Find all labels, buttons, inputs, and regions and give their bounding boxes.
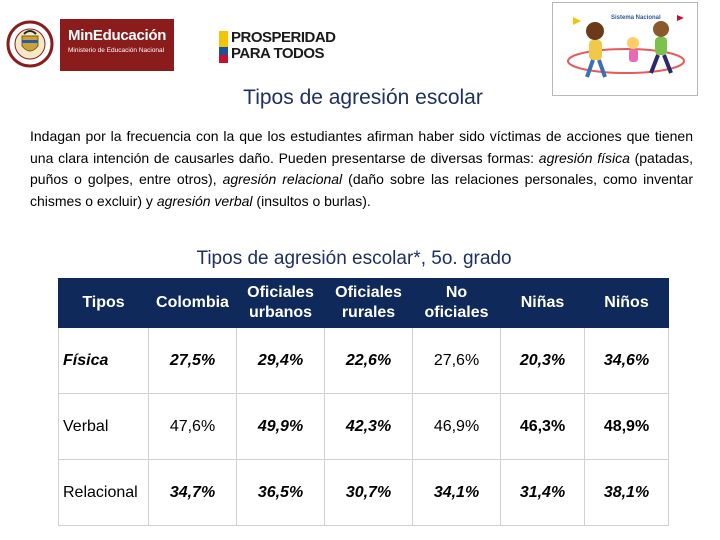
table-cell: 22,6% bbox=[324, 327, 413, 394]
header-no-oficiales: No oficiales bbox=[412, 278, 501, 328]
table-cell: 34,7% bbox=[148, 459, 237, 526]
prosperidad-logo: PROSPERIDAD PARA TODOS bbox=[219, 30, 343, 64]
aggression-table: Tipos Colombia Oficiales urbanos Oficiale… bbox=[58, 278, 669, 526]
header-tipos: Tipos bbox=[58, 278, 149, 328]
prosperidad-line1: PROSPERIDAD bbox=[231, 29, 336, 46]
header-ninas: Niñas bbox=[500, 278, 585, 328]
table-cell: 48,9% bbox=[584, 393, 669, 460]
term-agresion-verbal: agresión verbal bbox=[156, 192, 253, 209]
mineducacion-subtitle: Ministerio de Educación Nacional bbox=[68, 47, 165, 54]
colombia-shield-logo bbox=[6, 18, 54, 72]
table-title: Tipos de agresión escolar*, 5o. grado bbox=[196, 248, 512, 269]
header-colombia: Colombia bbox=[148, 278, 237, 328]
table-cell: 36,5% bbox=[236, 459, 325, 526]
mineducacion-logo: MinEducación Ministerio de Educación Nac… bbox=[60, 19, 174, 71]
table-row: Relacional 34,7% 36,5% 30,7% 34,1% 31,4%… bbox=[58, 459, 669, 526]
kids-caption: Sistema Nacional bbox=[611, 15, 661, 21]
header-oficiales-urbanos: Oficiales urbanos bbox=[236, 278, 325, 328]
description-text-2: (patadas, puños o golpes, entre otros), bbox=[30, 149, 693, 188]
description-text-4: (insultos o burlas). bbox=[252, 192, 371, 209]
header-ninos: Niños bbox=[584, 278, 669, 328]
table-cell: 46,9% bbox=[412, 393, 501, 460]
table-cell: 20,3% bbox=[500, 327, 585, 394]
table-cell: 27,5% bbox=[148, 327, 237, 394]
table-cell: 31,4% bbox=[500, 459, 585, 526]
table-cell: 46,3% bbox=[500, 393, 585, 460]
table-cell: 34,6% bbox=[584, 327, 669, 394]
table-header-row: Tipos Colombia Oficiales urbanos Oficiale… bbox=[58, 278, 669, 328]
row-label-verbal: Verbal bbox=[58, 393, 149, 460]
row-label-fisica: Física bbox=[58, 327, 149, 394]
description-text-1: Indagan por la frecuencia con la que los… bbox=[30, 128, 693, 166]
term-agresion-relacional: agresión relacional bbox=[222, 171, 343, 187]
row-label-relacional: Relacional bbox=[58, 459, 149, 526]
table-cell: 47,6% bbox=[148, 393, 237, 460]
term-agresion-fisica: agresión física bbox=[538, 149, 630, 166]
colombia-flag-icon bbox=[219, 31, 228, 63]
table-row: Verbal 47,6% 49,9% 42,3% 46,9% 46,3% 48,… bbox=[58, 393, 669, 460]
table-cell: 29,4% bbox=[236, 327, 325, 394]
kids-illustration: Sistema Nacional bbox=[552, 2, 698, 96]
table-row: Física 27,5% 29,4% 22,6% 27,6% 20,3% 34,… bbox=[58, 327, 669, 394]
prosperidad-line2: PARA TODOS bbox=[231, 45, 325, 62]
table-cell: 38,1% bbox=[584, 459, 669, 526]
children-playing-icon bbox=[567, 15, 685, 78]
mineducacion-brand: MinEducación bbox=[68, 27, 167, 44]
table-cell: 42,3% bbox=[324, 393, 413, 460]
table-cell: 49,9% bbox=[236, 393, 325, 460]
table-cell: 30,7% bbox=[324, 459, 413, 526]
description-text-3: (daño sobre las relaciones personales, c… bbox=[30, 171, 693, 209]
description-paragraph: Indagan por la frecuencia con la que los… bbox=[30, 126, 693, 212]
table-cell: 34,1% bbox=[412, 459, 501, 526]
header-oficiales-rurales: Oficiales rurales bbox=[324, 278, 413, 328]
page-title: Tipos de agresión escolar bbox=[243, 86, 483, 109]
colombia-shield-icon bbox=[6, 20, 54, 68]
table-cell: 27,6% bbox=[412, 327, 501, 394]
